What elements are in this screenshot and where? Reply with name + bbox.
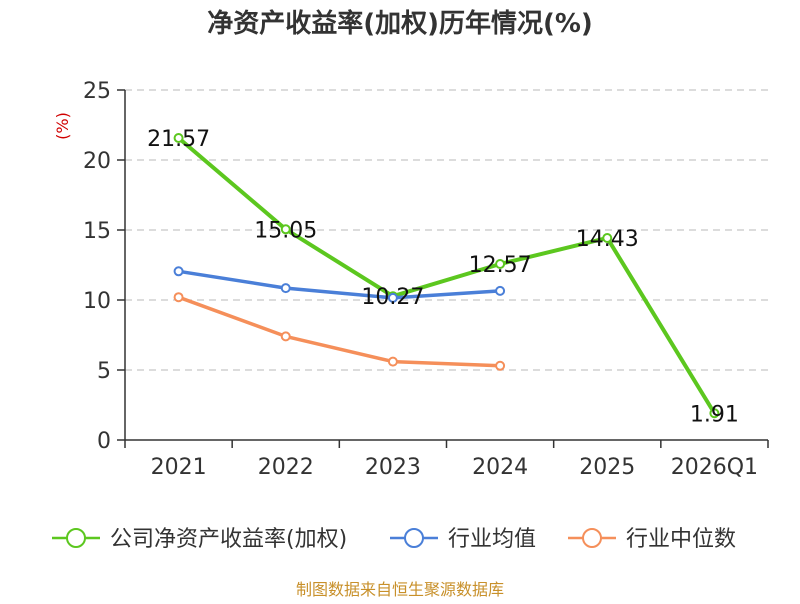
y-tick-label-5: 5 [97, 359, 111, 384]
grid-lines [125, 89, 768, 371]
series-line-2 [176, 295, 502, 368]
x-tick-label-2025: 2025 [579, 455, 635, 480]
legend-label-0: 公司净资产收益率(加权) [110, 527, 347, 552]
legend-label-1: 行业均值 [448, 527, 536, 552]
data-source-note: 制图数据来自恒生聚源数据库 [296, 580, 504, 599]
data-label-0-3: 12.57 [469, 253, 532, 278]
series-lines [173, 133, 720, 419]
data-point-2-2 [387, 356, 398, 367]
y-tick-label-0: 0 [97, 429, 111, 454]
x-tick-label-2024: 2024 [472, 455, 528, 480]
data-label-0-0: 21.57 [147, 127, 210, 152]
y-tick-label-20: 20 [83, 149, 111, 174]
x-tick-label-2023: 2023 [365, 455, 421, 480]
x-tick-label-2022: 2022 [258, 455, 314, 480]
data-point-1-0 [173, 266, 184, 277]
data-point-1-1 [280, 283, 291, 294]
chart-title: 净资产收益率(加权)历年情况(%) [207, 8, 593, 39]
data-point-0-0 [173, 133, 184, 144]
data-label-0-4: 14.43 [576, 227, 639, 252]
legend-marker-0 [66, 528, 86, 548]
data-label-0-5: 1.91 [690, 402, 739, 427]
x-tick-label-2026Q1: 2026Q1 [671, 455, 758, 480]
data-labels: 21.57 15.05 10.27 12.57 14.43 1.91 [147, 127, 739, 427]
data-point-1-2 [387, 292, 398, 303]
data-label-0-1: 15.05 [254, 218, 317, 243]
data-label-0-2: 10.27 [361, 285, 424, 310]
y-axis-unit-label: (%) [53, 112, 72, 140]
series-line-0 [176, 136, 717, 416]
series-line-1 [176, 269, 502, 300]
data-point-0-4 [602, 232, 613, 243]
data-point-1-3 [495, 285, 506, 296]
legend-marker-1 [404, 528, 424, 548]
data-point-2-3 [495, 360, 506, 371]
data-point-2-1 [280, 331, 291, 342]
y-tick-label-25: 25 [83, 79, 111, 104]
x-tick-label-2021: 2021 [151, 455, 207, 480]
legend: 公司净资产收益率(加权) 行业均值 行业中位数 [52, 527, 736, 552]
data-point-0-3 [495, 259, 506, 270]
y-tick-label-15: 15 [83, 219, 111, 244]
data-point-0-1 [280, 224, 291, 235]
data-point-2-0 [173, 292, 184, 303]
legend-label-2: 行业中位数 [626, 527, 736, 552]
y-tick-label-10: 10 [83, 289, 111, 314]
legend-marker-2 [582, 528, 602, 548]
data-point-0-5 [709, 408, 720, 419]
